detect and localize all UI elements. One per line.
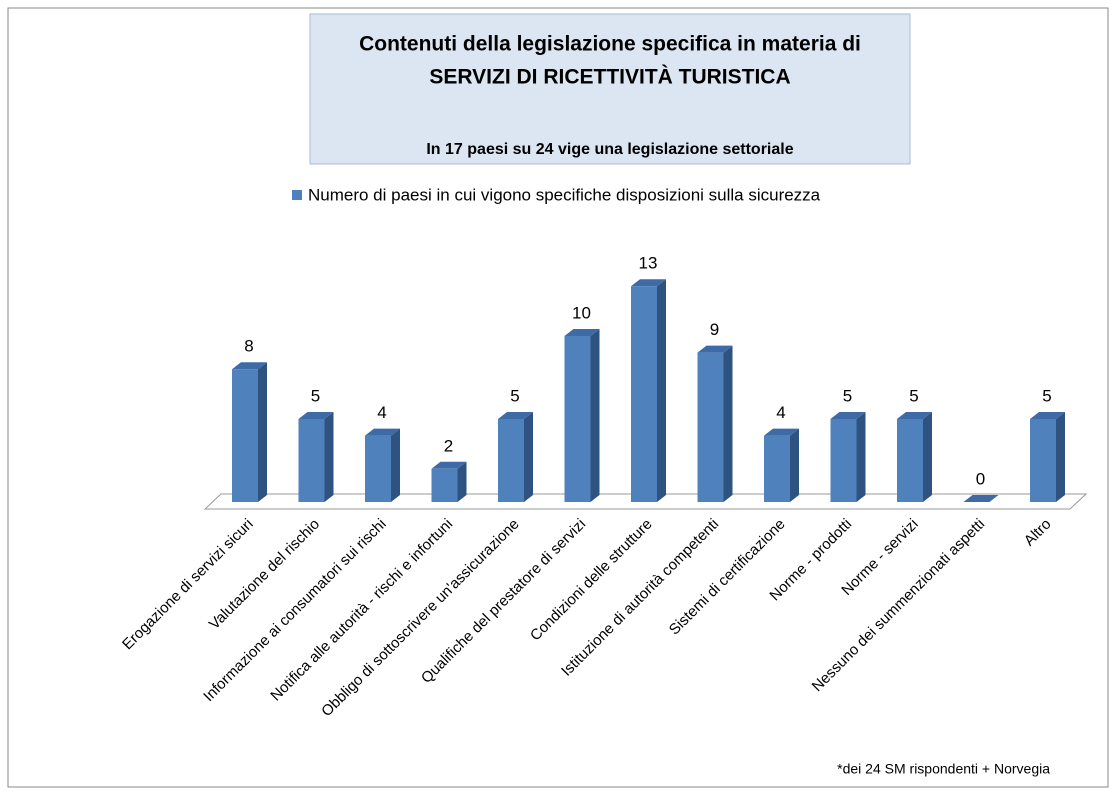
bar	[498, 419, 524, 502]
bar	[1030, 419, 1056, 502]
value-label: 8	[244, 337, 253, 356]
bar-side	[524, 412, 533, 502]
bar-top	[431, 461, 467, 469]
bar	[631, 286, 657, 502]
bar	[298, 419, 325, 502]
value-label: 4	[377, 403, 386, 422]
bar-side	[258, 362, 267, 502]
bar-side	[657, 279, 666, 502]
bar-top	[564, 329, 600, 336]
bar-top	[232, 362, 267, 370]
bar-top	[897, 412, 932, 419]
value-label: 5	[311, 386, 320, 405]
footnote: *dei 24 SM rispondenti + Norvegia	[837, 761, 1050, 777]
legend-label: Numero di paesi in cui vigono specifiche…	[308, 185, 821, 204]
bar-side	[457, 461, 467, 502]
bar-side	[790, 428, 799, 502]
bar-side	[590, 329, 600, 502]
legend-swatch	[292, 190, 302, 200]
value-label: 10	[572, 303, 591, 322]
bar	[764, 435, 790, 502]
value-label: 9	[710, 320, 719, 339]
bar	[232, 369, 258, 502]
value-label: 5	[843, 386, 852, 405]
bar-top	[697, 345, 733, 353]
bar-top	[1030, 412, 1065, 419]
value-label: 5	[1042, 386, 1051, 405]
bar-side	[923, 412, 932, 502]
chart-title: SERVIZI DI RICETTIVITÀ TURISTICA	[429, 66, 790, 89]
bar	[830, 419, 857, 502]
value-label: 5	[510, 386, 519, 405]
bar-top	[963, 495, 999, 502]
bar-top	[365, 428, 400, 436]
bar-side	[391, 428, 400, 502]
bar-top	[830, 412, 866, 419]
chart-title: Contenuti della legislazione specifica i…	[359, 33, 861, 56]
bar-top	[631, 279, 666, 287]
bar	[365, 435, 391, 502]
value-label: 13	[639, 254, 658, 273]
bar-side	[723, 345, 733, 502]
bar-side	[1056, 412, 1065, 502]
bar	[431, 468, 458, 502]
bar-top	[298, 412, 334, 419]
value-label: 5	[909, 386, 918, 405]
bar-top	[764, 428, 799, 436]
bar	[897, 419, 923, 502]
title-box	[309, 13, 911, 165]
bar	[564, 336, 591, 502]
value-label: 4	[776, 403, 785, 422]
value-label: 0	[976, 469, 985, 488]
chart-subtitle: In 17 paesi su 24 vige una legislazione …	[426, 141, 793, 158]
bar-top	[498, 412, 533, 419]
bar	[697, 352, 724, 502]
bar-side	[324, 412, 334, 502]
bar-side	[856, 412, 866, 502]
value-label: 2	[444, 436, 453, 455]
